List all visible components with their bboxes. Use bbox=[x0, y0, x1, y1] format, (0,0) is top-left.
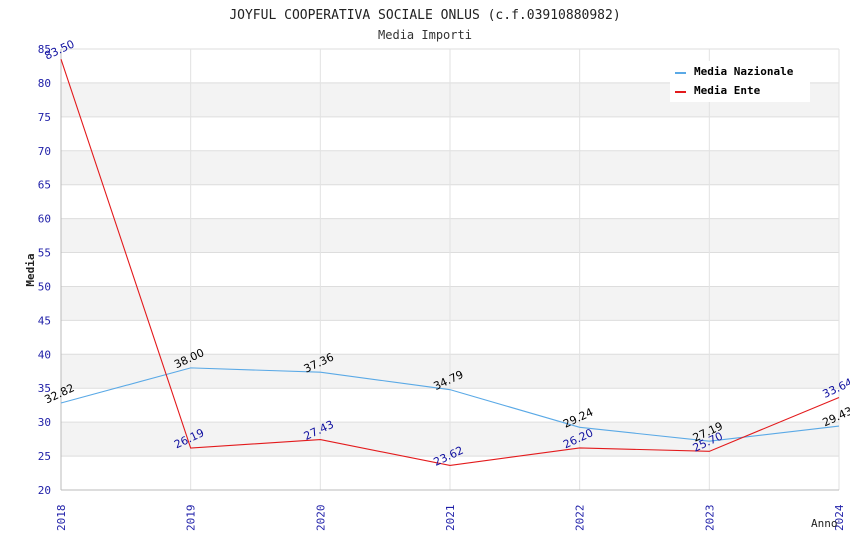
legend: Media Nazionale Media Ente bbox=[670, 61, 810, 102]
x-axis: 2018 2019 2020 2021 2022 2023 2024 bbox=[55, 504, 846, 531]
y-tick-label: 60 bbox=[38, 213, 51, 226]
chart-subtitle: Media Importi bbox=[378, 28, 472, 42]
x-tick-label: 2021 bbox=[444, 505, 457, 532]
y-axis-label: Media bbox=[24, 253, 37, 286]
series-line-media-ente bbox=[60, 59, 840, 466]
x-tick-label: 2024 bbox=[833, 504, 846, 531]
chart-title: JOYFUL COOPERATIVA SOCIALE ONLUS (c.f.03… bbox=[229, 8, 620, 23]
x-tick-label: 2019 bbox=[185, 505, 198, 532]
y-tick-label: 85 bbox=[38, 43, 51, 56]
y-tick-label: 75 bbox=[38, 111, 51, 124]
y-tick-label: 80 bbox=[38, 77, 51, 90]
y-tick-label: 65 bbox=[38, 179, 51, 192]
x-tick-label: 2022 bbox=[574, 505, 587, 532]
series-line-media-nazionale bbox=[60, 367, 840, 442]
y-tick-label: 70 bbox=[38, 145, 51, 158]
y-tick-label: 45 bbox=[38, 314, 51, 327]
gridlines bbox=[60, 48, 840, 491]
x-tick-label: 2020 bbox=[314, 505, 327, 532]
legend-label: Media Ente bbox=[694, 84, 761, 97]
y-tick-label: 40 bbox=[38, 348, 51, 361]
x-axis-label: Anno bbox=[811, 517, 838, 530]
y-tick-label: 35 bbox=[38, 382, 51, 395]
y-tick-label: 55 bbox=[38, 247, 51, 260]
y-tick-label: 30 bbox=[38, 416, 51, 429]
legend-label: Media Nazionale bbox=[694, 65, 794, 78]
y-axis: 20 25 30 35 40 45 50 55 60 65 70 75 80 85 bbox=[38, 43, 51, 497]
legend-box bbox=[670, 61, 810, 102]
x-tick-label: 2023 bbox=[703, 505, 716, 532]
y-tick-label: 25 bbox=[38, 450, 51, 463]
x-tick-label: 2018 bbox=[55, 505, 68, 532]
y-tick-label: 20 bbox=[38, 484, 51, 497]
y-tick-label: 50 bbox=[38, 280, 51, 293]
